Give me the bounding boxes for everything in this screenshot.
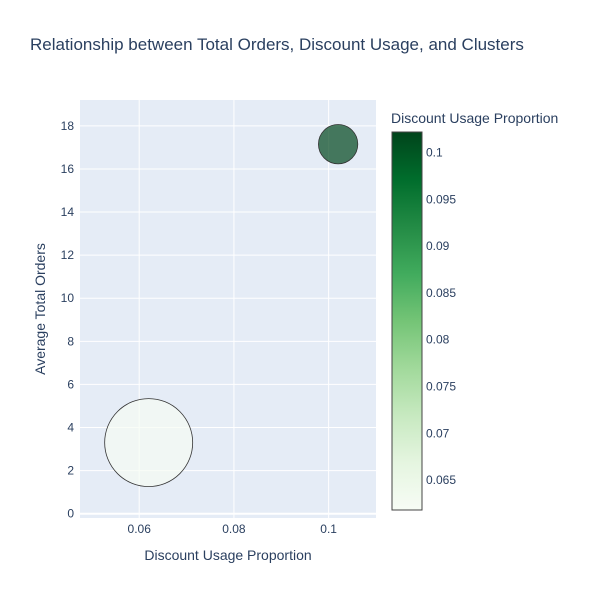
x-tick-labels: 0.06 0.08 0.1 bbox=[128, 522, 338, 536]
colorbar-tick-label: 0.095 bbox=[426, 192, 456, 206]
x-tick-label: 0.1 bbox=[320, 522, 337, 536]
colorbar-title: Discount Usage Proportion bbox=[391, 110, 558, 126]
colorbar-tick-label: 0.065 bbox=[426, 473, 456, 487]
y-tick-label: 2 bbox=[67, 464, 74, 478]
y-tick-label: 12 bbox=[61, 248, 75, 262]
y-tick-label: 6 bbox=[67, 377, 74, 391]
colorbar-tick-label: 0.085 bbox=[426, 286, 456, 300]
y-tick-label: 10 bbox=[61, 291, 75, 305]
y-tick-label: 8 bbox=[67, 334, 74, 348]
colorbar-tick-label: 0.09 bbox=[426, 239, 450, 253]
colorbar-tick-label: 0.075 bbox=[426, 379, 456, 393]
scatter-marker bbox=[318, 124, 359, 165]
y-tick-label: 16 bbox=[61, 162, 75, 176]
x-tick-label: 0.06 bbox=[128, 522, 152, 536]
y-tick-label: 14 bbox=[61, 205, 75, 219]
colorbar-tick-label: 0.1 bbox=[426, 146, 443, 160]
x-axis-title: Discount Usage Proportion bbox=[144, 547, 311, 563]
x-tick-label: 0.08 bbox=[222, 522, 246, 536]
colorbar-tick-label: 0.08 bbox=[426, 333, 450, 347]
colorbar-tick-label: 0.07 bbox=[426, 426, 450, 440]
colorbar-tick-labels: 0.065 0.07 0.075 0.08 0.085 0.09 0.095 0.1 bbox=[426, 146, 456, 487]
scatter-marker bbox=[104, 398, 194, 487]
y-tick-labels: 0 2 4 6 8 10 12 14 16 18 bbox=[61, 119, 75, 521]
y-gridlines bbox=[80, 125, 376, 515]
colorbar bbox=[391, 131, 423, 511]
y-tick-label: 4 bbox=[67, 421, 74, 435]
y-tick-label: 18 bbox=[61, 119, 75, 133]
scatter-markers bbox=[104, 124, 359, 487]
y-axis-title: Average Total Orders bbox=[32, 243, 48, 375]
y-tick-label: 0 bbox=[67, 507, 74, 521]
chart-title: Relationship between Total Orders, Disco… bbox=[30, 35, 524, 54]
